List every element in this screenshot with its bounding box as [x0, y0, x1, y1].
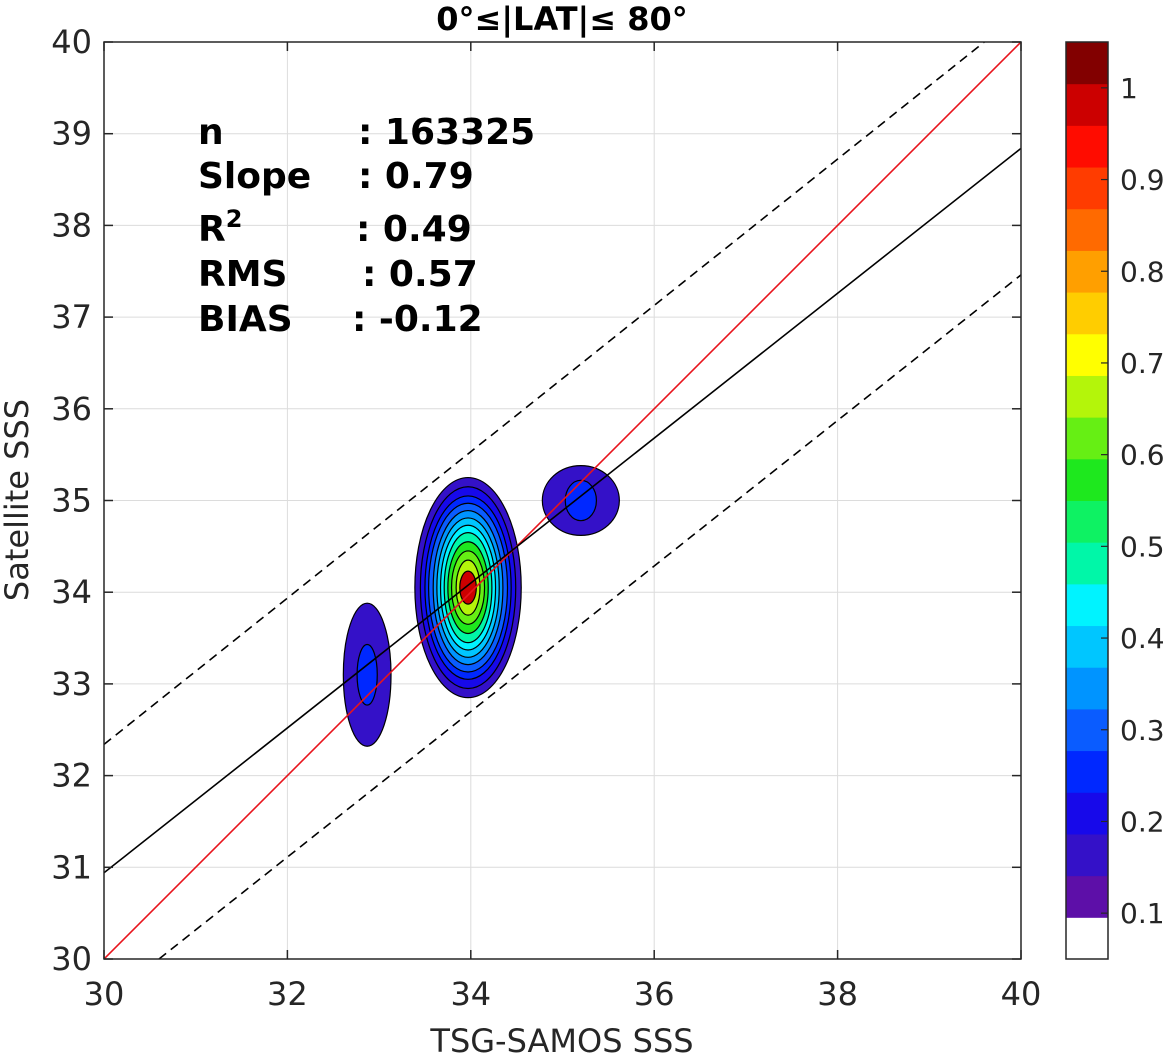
colorbar-frame: [1065, 41, 1109, 960]
y-tick-labels: 30 31 32 33 34 35 36 37 38 39 40: [51, 23, 92, 978]
stat-value: : 0.57: [362, 254, 478, 295]
chart-title: 0°≤|LAT|≤ 80°: [436, 0, 687, 39]
x-tick-label: 30: [84, 975, 125, 1013]
colorbar-segment: [1066, 292, 1108, 335]
y-tick-label: 34: [51, 573, 92, 611]
contour-level: [564, 479, 598, 522]
y-tick-label: 40: [51, 23, 92, 61]
x-tick-label: 32: [267, 975, 308, 1013]
x-tick-label: 34: [450, 975, 491, 1013]
colorbar-segment: [1066, 83, 1108, 126]
x-tick-label: 36: [634, 975, 675, 1013]
colorbar-segment: [1066, 750, 1108, 793]
colorbar-segment: [1066, 625, 1108, 668]
colorbar-segment: [1066, 208, 1108, 251]
colorbar-segment: [1066, 167, 1108, 210]
y-tick-label: 30: [51, 940, 92, 978]
colorbar-segment: [1066, 458, 1108, 501]
colorbar-segment: [1066, 333, 1108, 376]
y-axis-title: Satellite SSS: [0, 399, 36, 601]
colorbar-segment: [1066, 583, 1108, 627]
colorbar-tick-label: 0.1: [1120, 897, 1165, 930]
stat-row: RMS : 0.57: [198, 254, 478, 295]
stat-value: : 0.49: [356, 209, 472, 250]
stat-label: RMS: [198, 254, 287, 295]
regression-line: [104, 147, 1021, 874]
grid-lines: [103, 41, 1022, 960]
y-tick-label: 37: [51, 298, 92, 336]
stat-row: BIAS : -0.12: [198, 299, 483, 340]
colorbar-tick-label: 0.9: [1120, 164, 1165, 197]
y-tick-label: 32: [51, 757, 92, 795]
density-cluster: [414, 476, 522, 699]
x-tick-label: 40: [1001, 975, 1042, 1013]
y-tick-label: 35: [51, 482, 92, 520]
y-tick-label: 31: [51, 848, 92, 886]
colorbar-tick-label: 0.3: [1120, 714, 1165, 747]
density-contours: [342, 465, 620, 747]
colorbar-segment: [1066, 875, 1108, 918]
stat-label: BIAS: [198, 299, 293, 340]
colorbar-tick-label: 1: [1120, 72, 1138, 105]
colorbar-tick-label: 0.5: [1120, 530, 1165, 563]
contour-level: [459, 570, 477, 605]
one-to-one-line: [104, 42, 1021, 959]
y-tick-label: 33: [51, 665, 92, 703]
reference-lines: [104, 42, 1021, 959]
colorbar-tick-label: 0.6: [1120, 439, 1165, 472]
stat-value: : 163325: [358, 112, 535, 153]
y-tick-label: 38: [51, 206, 92, 244]
colorbar-segment: [1066, 542, 1108, 585]
upper-bound-line: [104, 42, 985, 746]
stat-value: : 0.79: [358, 156, 474, 197]
colorbar-segment: [1066, 125, 1108, 168]
colorbar: 0.1 0.2 0.3 0.4 0.5 0.6 0.7 0.8 0.9 1: [1065, 41, 1165, 960]
stat-row: R2 : 0.49: [198, 205, 472, 250]
stat-label: Slope: [198, 156, 311, 197]
stat-row: Slope : 0.79: [198, 156, 474, 197]
y-tick-label: 36: [51, 390, 92, 428]
colorbar-segment: [1066, 917, 1108, 960]
colorbar-segment: [1066, 417, 1108, 460]
colorbar-segment: [1066, 667, 1108, 710]
x-tick-labels: 30 32 34 36 38 40: [84, 975, 1042, 1013]
colorbar-segment: [1066, 375, 1108, 418]
density-cluster: [342, 602, 392, 747]
colorbar-segment: [1066, 792, 1108, 835]
colorbar-segment: [1066, 42, 1108, 85]
lower-bound-line: [158, 274, 1021, 959]
colorbar-tick-label: 0.8: [1120, 255, 1165, 288]
x-axis-title: TSG-SAMOS SSS: [429, 1022, 693, 1055]
density-cluster: [541, 465, 620, 536]
colorbar-segment: [1066, 833, 1108, 877]
colorbar-tick-label: 0.4: [1120, 622, 1165, 655]
colorbar-segment: [1066, 500, 1108, 543]
x-tick-label: 38: [817, 975, 858, 1013]
stat-row: n : 163325: [198, 112, 535, 153]
y-tick-label: 39: [51, 115, 92, 153]
stat-label: n: [198, 112, 224, 153]
stat-value: : -0.12: [352, 299, 483, 340]
stat-label: R2: [198, 205, 242, 250]
colorbar-tick-label: 0.7: [1120, 347, 1165, 380]
colorbar-tick-label: 0.2: [1120, 805, 1165, 838]
axis-ticks: [103, 41, 1022, 960]
